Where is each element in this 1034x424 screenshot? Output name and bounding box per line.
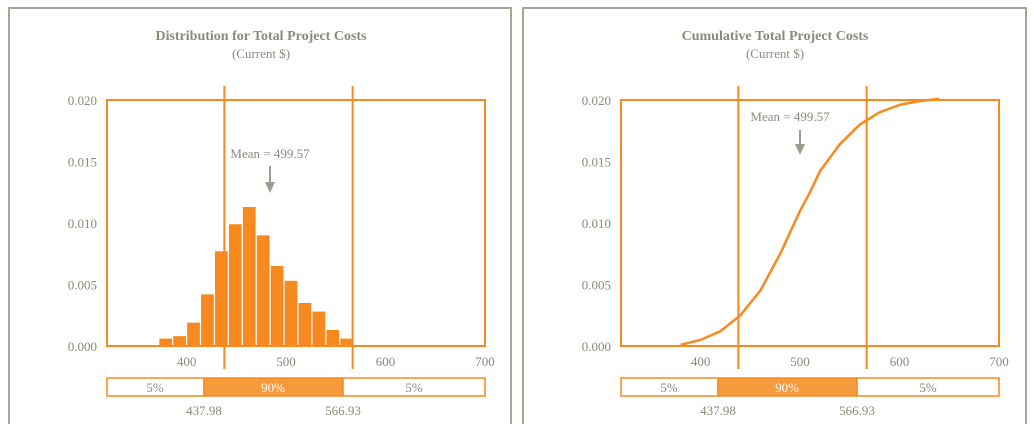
y-tick-label: 0.015 [68, 155, 97, 170]
cumulative-line [680, 97, 940, 347]
mean-annotation: Mean = 499.57 [230, 146, 310, 193]
chart-subtitle: (Current $) [746, 46, 804, 61]
histogram-bar [173, 336, 186, 346]
x-tick-label: 500 [790, 354, 810, 369]
band-right-label: 5% [919, 380, 937, 395]
band-high-value: 566.93 [839, 403, 875, 418]
histogram-bar [298, 302, 312, 346]
x-tick-label: 700 [475, 354, 495, 369]
histogram-bar [201, 294, 214, 346]
y-tick-label: 0.000 [582, 339, 611, 354]
chart-subtitle: (Current $) [232, 46, 290, 61]
histogram-bar [159, 338, 173, 346]
mean-label: Mean = 499.57 [230, 146, 310, 161]
histogram-bar [242, 207, 256, 346]
chart-title: Cumulative Total Project Costs [682, 29, 869, 44]
percentile-band: 5% 90% 5% 437.98 566.93 [106, 377, 486, 418]
histogram-bar [312, 311, 326, 346]
histogram-bar [284, 280, 298, 346]
y-tick-label: 0.020 [582, 93, 611, 108]
distribution-chart-panel: Distribution for Total Project Costs (Cu… [8, 7, 512, 424]
y-tick-label: 0.015 [582, 155, 611, 170]
plot-frame [106, 99, 486, 347]
mean-label: Mean = 499.57 [750, 109, 830, 124]
x-tick-label: 700 [989, 354, 1009, 369]
band-left-label: 5% [146, 380, 164, 395]
x-tick-label: 500 [276, 354, 296, 369]
band-right-box [342, 377, 486, 397]
x-tick-label: 600 [376, 354, 396, 369]
histogram-bar [256, 235, 270, 346]
band-middle-label: 90% [775, 380, 799, 395]
distribution-chart: Distribution for Total Project Costs (Cu… [68, 29, 495, 418]
x-tick-label: 400 [177, 354, 197, 369]
x-tick-label: 400 [691, 354, 711, 369]
cumulative-chart: Cumulative Total Project Costs (Current … [582, 29, 1009, 418]
mean-annotation: Mean = 499.57 [750, 109, 830, 155]
mean-arrow-head [265, 182, 275, 193]
x-tick-label: 600 [890, 354, 910, 369]
y-tick-label: 0.010 [582, 216, 611, 231]
band-middle-label: 90% [261, 380, 285, 395]
band-right-box [856, 377, 1000, 397]
histogram-bar [228, 224, 242, 346]
y-tick-label: 0.005 [68, 278, 97, 293]
histogram-bar [187, 322, 200, 346]
cumulative-chart-panel: Cumulative Total Project Costs (Current … [522, 7, 1027, 424]
band-high-value: 566.93 [325, 403, 361, 418]
band-low-value: 437.98 [700, 403, 736, 418]
chart-title: Distribution for Total Project Costs [155, 29, 367, 44]
y-tick-label: 0.010 [68, 216, 97, 231]
histogram-bar [270, 266, 284, 346]
histogram-bar [340, 338, 354, 346]
y-tick-label: 0.020 [68, 93, 97, 108]
mean-arrow-head [795, 144, 805, 155]
band-right-label: 5% [405, 380, 423, 395]
histogram-bar [215, 251, 228, 346]
y-tick-label: 0.005 [582, 278, 611, 293]
histogram-bar [326, 330, 340, 346]
plot-frame [620, 99, 1000, 347]
percentile-band: 5% 90% 5% 437.98 566.93 [620, 377, 1000, 418]
y-tick-label: 0.000 [68, 339, 97, 354]
band-low-value: 437.98 [186, 403, 222, 418]
band-left-label: 5% [660, 380, 678, 395]
